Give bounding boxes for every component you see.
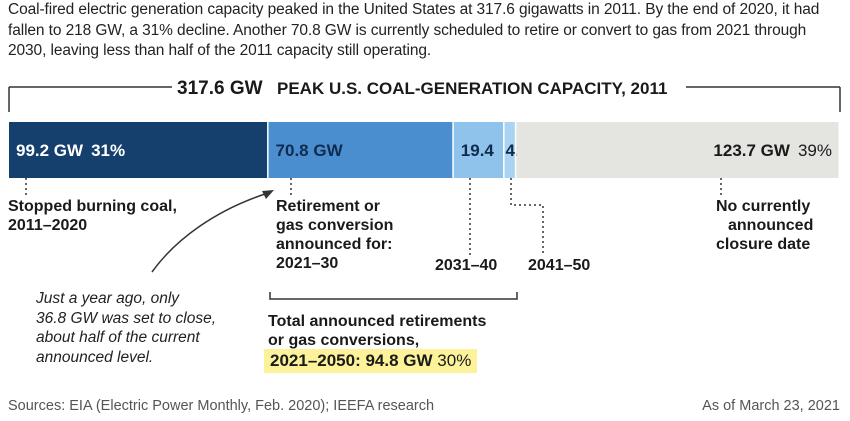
total-bracket <box>269 292 518 300</box>
bar-label-none: 123.7 GW 39% <box>713 141 832 160</box>
note-text: Just a year ago, only 36.8 GW was set to… <box>36 290 217 366</box>
header-label: PEAK U.S. COAL-GENERATION CAPACITY, 2011 <box>277 79 667 98</box>
bar-segment-2031-40 <box>453 122 504 178</box>
bar-segment-none <box>516 122 839 178</box>
intro-text: Coal-fired electric generation capacity … <box>8 1 820 59</box>
desc-2041-50: 2041–50 <box>528 257 591 274</box>
desc-stopped: Stopped burning coal, 2011–2020 <box>8 198 177 234</box>
total-text: Total announced retirements or gas conve… <box>268 313 487 349</box>
total-highlight: 2021–2050: 94.8 GW 30% <box>264 349 478 373</box>
bar-segment-stopped <box>9 122 268 178</box>
desc-2021-30: Retirement or gas conversion announced f… <box>276 198 394 272</box>
desc-2031-40: 2031–40 <box>435 257 498 274</box>
bar-label-2021-30: 70.8 GW <box>276 141 344 160</box>
desc-none: No currently announced closure date <box>716 198 814 253</box>
leader-2041-50 <box>510 178 544 256</box>
connectors <box>25 178 722 300</box>
note-arrow <box>151 192 269 273</box>
bar-segment-2041-50 <box>504 122 515 178</box>
as-of-date: As of March 23, 2021 <box>702 398 840 414</box>
header-bracket: 317.6 GW PEAK U.S. COAL-GENERATION CAPAC… <box>8 78 841 112</box>
header-value: 317.6 GW <box>177 78 263 99</box>
total-period-value: 2021–2050: 94.8 GW <box>270 351 433 370</box>
bar-label-stopped: 99.2 GW 31% <box>16 141 125 160</box>
bar-segment-2021-30 <box>268 122 453 178</box>
note-arrow-head <box>262 190 274 199</box>
sources: Sources: EIA (Electric Power Monthly, Fe… <box>8 398 435 414</box>
bar-label-2031-40: 19.4 <box>461 141 495 160</box>
total-pct: 30% <box>437 351 472 370</box>
